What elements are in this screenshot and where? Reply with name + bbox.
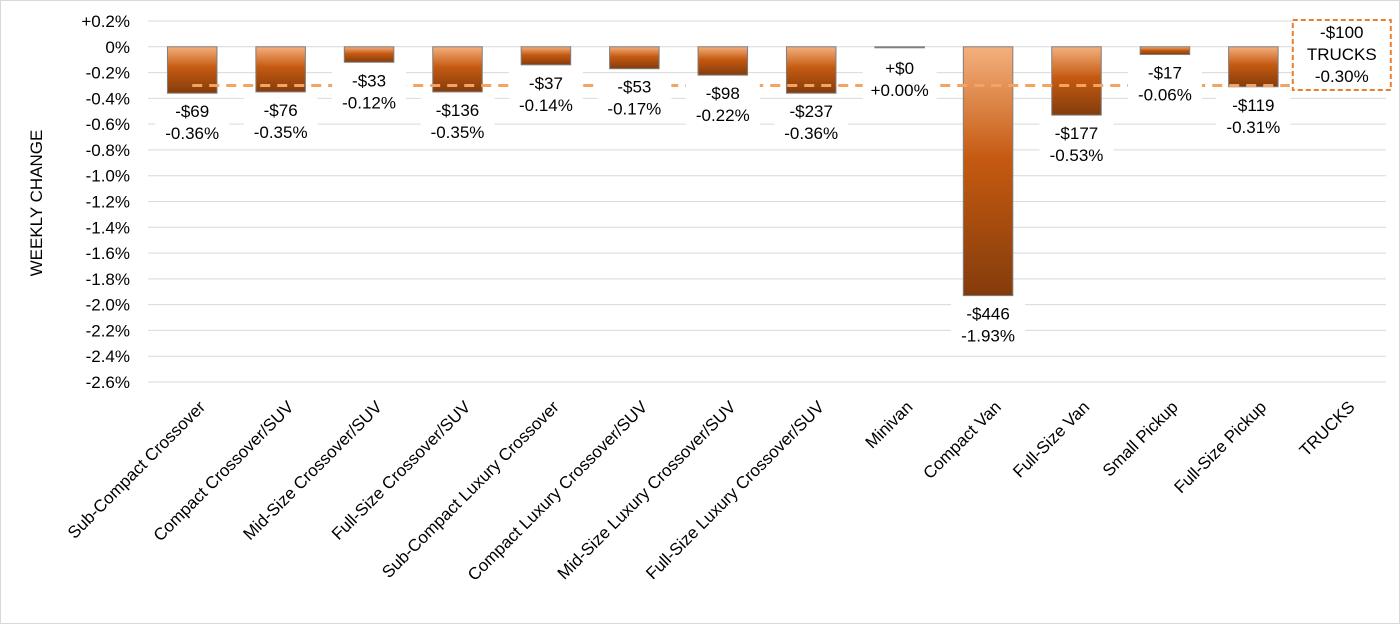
data-label-bg xyxy=(862,56,937,104)
data-label: +$0 xyxy=(885,59,914,78)
y-tick-label: -1.8% xyxy=(86,270,130,289)
y-axis-title: WEEKLY CHANGE xyxy=(27,130,46,277)
bar xyxy=(1051,46,1102,116)
y-tick-label: -0.8% xyxy=(86,141,130,160)
y-tick-label: -2.2% xyxy=(86,321,130,340)
y-tick-label: +0.2% xyxy=(81,12,130,31)
data-label-bg xyxy=(951,301,1026,350)
category-label: Compact Van xyxy=(920,397,1005,482)
data-label-bg xyxy=(243,97,318,146)
data-label: -$119 xyxy=(1232,96,1274,115)
bar xyxy=(1228,46,1279,88)
y-tick-label: -1.2% xyxy=(86,193,130,212)
data-label: -$69 xyxy=(175,102,209,121)
y-tick-label: -1.4% xyxy=(86,218,130,237)
data-label: -0.36% xyxy=(784,124,838,143)
data-labels: -$69 -0.36% -$76 -0.35% -$33 -0.12% -$136 -0.35… xyxy=(155,19,1392,350)
gridlines xyxy=(148,20,1386,383)
bar xyxy=(874,46,925,49)
y-tick-label: -0.6% xyxy=(86,115,130,134)
data-label: -0.17% xyxy=(607,100,661,119)
category-label: Small Pickup xyxy=(1099,397,1182,480)
y-axis-ticks: +0.2% 0% -0.2% -0.4% -0.6% -0.8% -1.0% -1.2% -1.… xyxy=(81,12,130,392)
data-label-bg xyxy=(155,99,230,148)
data-label: -0.14% xyxy=(519,96,573,115)
data-label-bg xyxy=(1039,121,1114,170)
data-label: -0.30% xyxy=(1315,67,1369,86)
y-tick-label: -1.6% xyxy=(86,244,130,263)
category-label: Full-Size Pickup xyxy=(1171,397,1271,497)
data-label: TRUCKS xyxy=(1307,45,1377,64)
data-label: -$53 xyxy=(617,78,651,97)
data-label: -0.35% xyxy=(254,123,308,142)
bar xyxy=(343,46,395,63)
data-label: -$33 xyxy=(352,71,386,90)
bar xyxy=(1139,46,1191,56)
bar xyxy=(520,46,572,66)
y-tick-label: 0% xyxy=(105,38,130,57)
data-label: -$177 xyxy=(1055,124,1098,143)
data-label: -0.22% xyxy=(696,106,750,125)
data-label: -1.93% xyxy=(961,327,1015,346)
category-label: TRUCKS xyxy=(1296,397,1359,460)
data-label: -$446 xyxy=(966,305,1009,324)
data-label: -$37 xyxy=(529,74,563,93)
category-label: Minivan xyxy=(862,397,917,452)
category-label: Full-Size Luxury Crossover/SUV xyxy=(642,397,828,583)
y-tick-label: -2.0% xyxy=(86,296,130,315)
bar xyxy=(962,46,1014,297)
data-label: -0.31% xyxy=(1226,118,1280,137)
data-label: -$76 xyxy=(264,101,298,120)
data-label: -0.12% xyxy=(342,93,396,112)
data-label: -0.53% xyxy=(1050,146,1104,165)
data-label-bg xyxy=(508,70,583,119)
bar xyxy=(609,46,660,70)
data-label: -$237 xyxy=(789,102,832,121)
average-label-box xyxy=(1291,19,1392,91)
data-label: -0.36% xyxy=(165,124,219,143)
y-tick-label: -1.0% xyxy=(86,167,130,186)
data-label: +0.00% xyxy=(871,81,929,100)
y-tick-label: -0.2% xyxy=(86,64,130,83)
category-label: Mid-Size Luxury Crossover/SUV xyxy=(554,397,740,583)
data-label: -$136 xyxy=(436,101,479,120)
data-label: -0.35% xyxy=(431,123,485,142)
data-label-bg xyxy=(1127,60,1202,109)
category-label: Compact Crossover/SUV xyxy=(150,397,298,545)
bar xyxy=(697,46,749,76)
category-label: Full-Size Van xyxy=(1009,397,1093,481)
data-label: -$17 xyxy=(1148,64,1182,83)
y-tick-label: -2.6% xyxy=(86,373,130,392)
y-tick-label: -0.4% xyxy=(86,89,130,108)
data-label-bg xyxy=(774,99,849,148)
data-label-bg xyxy=(1216,92,1291,141)
data-label: -$98 xyxy=(706,84,740,103)
data-label-bg xyxy=(685,81,760,130)
data-label: -0.06% xyxy=(1138,86,1192,105)
data-label-bg xyxy=(420,97,495,146)
data-label-bg xyxy=(597,74,672,123)
y-tick-label: -2.4% xyxy=(86,347,130,366)
data-label-bg xyxy=(332,68,407,117)
category-label: Compact Luxury Crossover/SUV xyxy=(464,397,652,585)
category-label: Sub-Compact Luxury Crossover xyxy=(378,397,563,582)
data-label: -$100 xyxy=(1320,23,1363,42)
